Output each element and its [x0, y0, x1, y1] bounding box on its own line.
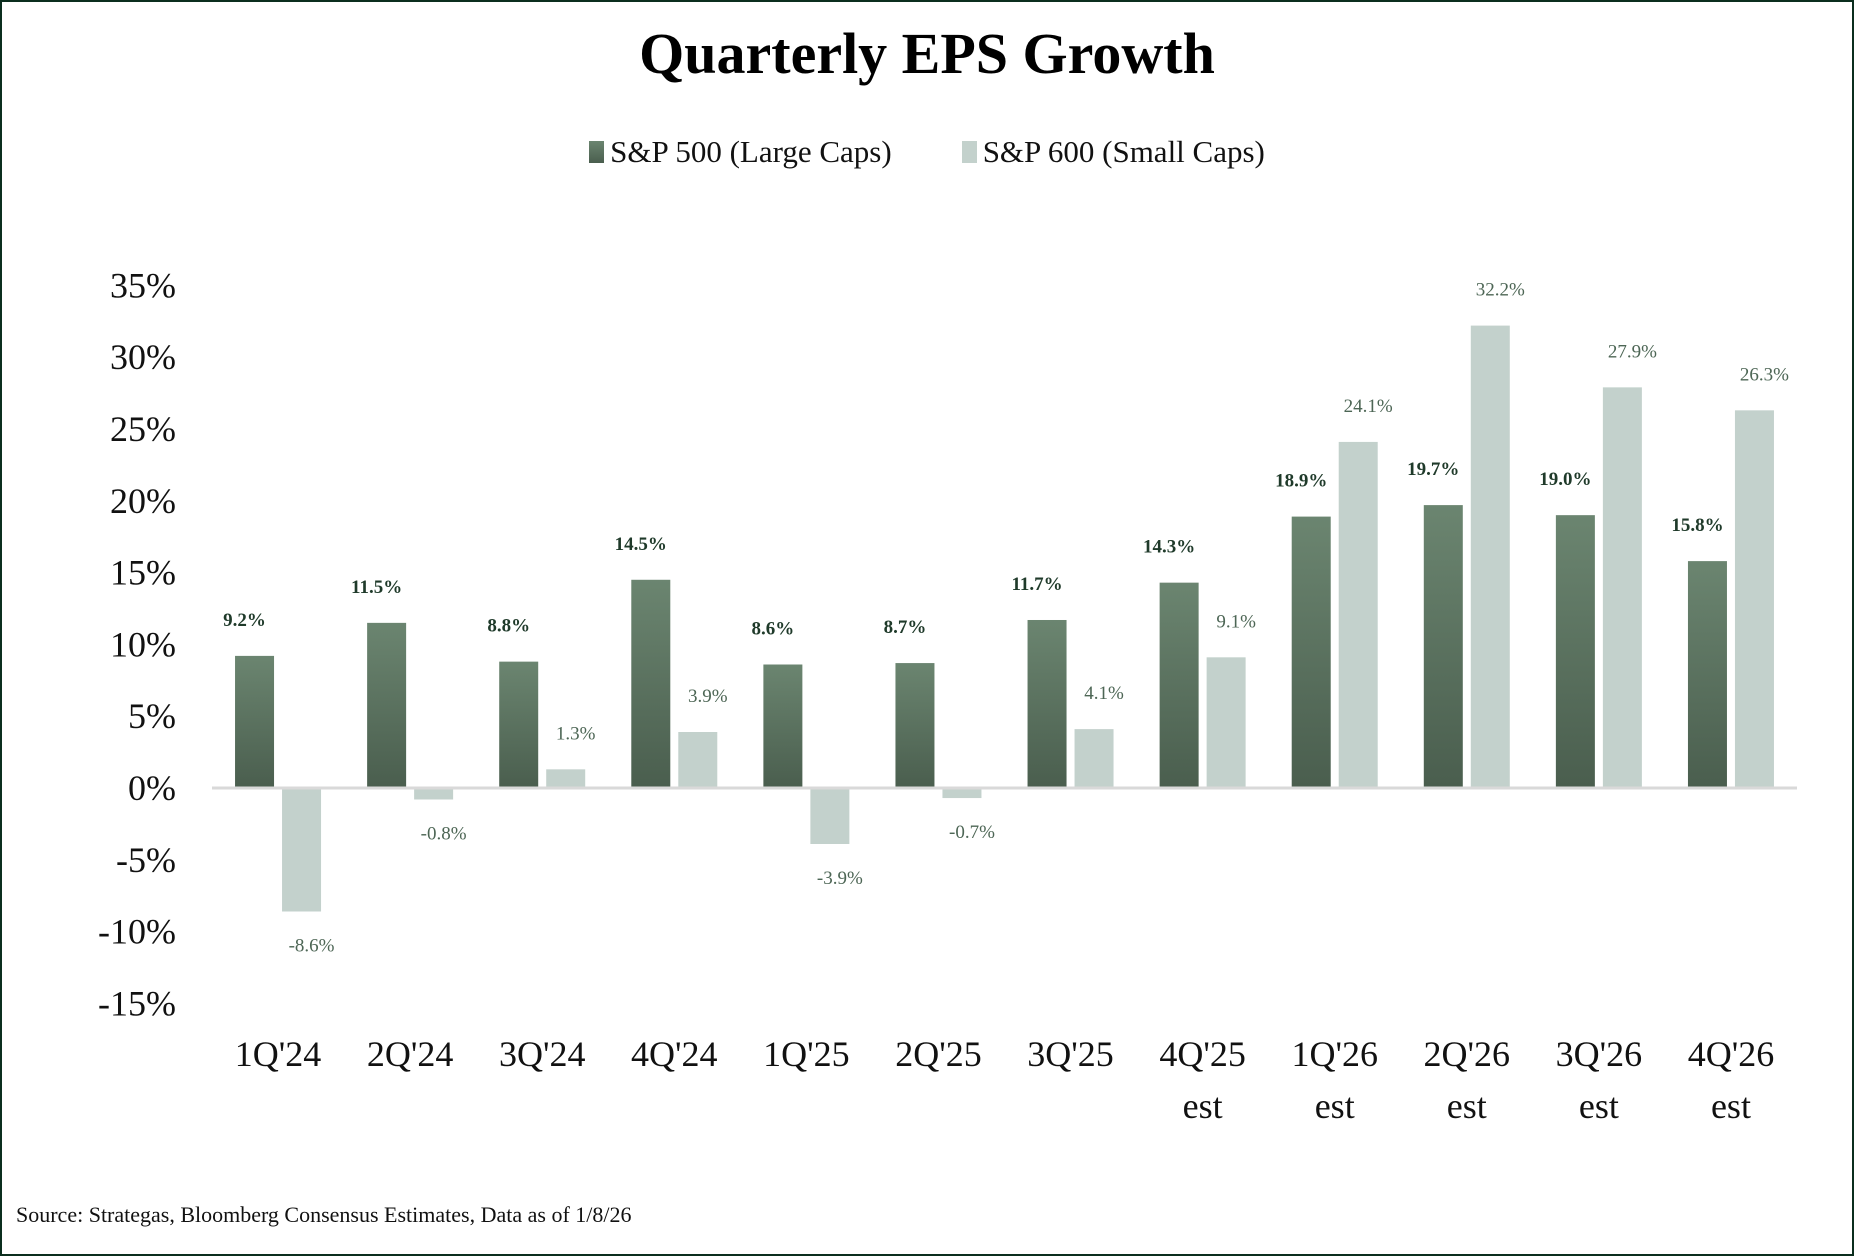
data-label-sp600: -0.8% — [421, 823, 467, 844]
y-tick-label: 30% — [110, 337, 176, 377]
data-label-sp500: 18.9% — [1275, 471, 1327, 492]
data-label-sp600: 3.9% — [688, 686, 728, 707]
x-tick-label: 4Q'26 — [1688, 1034, 1774, 1074]
data-label-sp500: 9.2% — [223, 610, 266, 631]
legend-item-sp600: S&P 600 (Small Caps) — [961, 134, 1265, 170]
bar-sp500 — [895, 663, 935, 788]
data-label-sp600: -3.9% — [817, 868, 863, 889]
bar-sp500 — [367, 622, 407, 788]
bar-sp600 — [942, 788, 982, 799]
bar-sp500 — [1159, 582, 1199, 788]
x-tick-label: est — [1183, 1086, 1223, 1126]
data-label-sp500: 15.8% — [1671, 515, 1723, 536]
x-tick-label: 3Q'26 — [1556, 1034, 1642, 1074]
y-tick-label: 0% — [128, 768, 176, 808]
data-label-sp600: 1.3% — [556, 723, 596, 744]
data-label-sp500: 8.8% — [487, 616, 530, 637]
bar-sp500 — [499, 661, 539, 788]
bar-sp600 — [1338, 441, 1378, 788]
data-label-sp600: 9.1% — [1216, 611, 1256, 632]
bar-sp600 — [810, 788, 850, 845]
x-tick-label: est — [1315, 1086, 1355, 1126]
bar-sp600 — [678, 731, 718, 788]
data-label-sp500: 14.5% — [615, 534, 667, 555]
x-tick-label: 4Q'25 — [1159, 1034, 1245, 1074]
y-tick-label: -10% — [98, 912, 176, 952]
bar-sp600 — [1470, 325, 1510, 788]
data-label-sp500: 8.7% — [884, 617, 927, 638]
data-label-sp600: 27.9% — [1608, 341, 1657, 362]
x-tick-label: 2Q'25 — [895, 1034, 981, 1074]
x-tick-label: 3Q'24 — [499, 1034, 585, 1074]
y-tick-label: 5% — [128, 696, 176, 736]
legend-item-sp500: S&P 500 (Large Caps) — [589, 134, 892, 170]
data-label-sp600: 4.1% — [1084, 683, 1124, 704]
data-label-sp500: 19.7% — [1407, 459, 1459, 480]
y-tick-label: -5% — [116, 840, 176, 880]
legend-swatch-sp600 — [961, 141, 977, 163]
bar-sp600 — [414, 788, 454, 800]
legend: S&P 500 (Large Caps) S&P 600 (Small Caps… — [2, 134, 1852, 170]
y-tick-label: 15% — [110, 553, 176, 593]
bar-sp600 — [1734, 410, 1774, 788]
y-tick-label: 35% — [110, 265, 176, 305]
bar-sp600 — [1602, 387, 1642, 788]
chart-title: Quarterly EPS Growth — [639, 21, 1215, 86]
x-tick-label: 4Q'24 — [631, 1034, 717, 1074]
bar-sp500 — [1687, 561, 1727, 788]
bar-sp500 — [763, 664, 803, 788]
legend-swatch-sp500 — [589, 141, 605, 163]
data-label-sp500: 11.7% — [1011, 574, 1062, 595]
data-label-sp600: 32.2% — [1476, 280, 1525, 301]
x-tick-label: est — [1447, 1086, 1487, 1126]
bar-sp500 — [235, 655, 275, 788]
data-label-sp500: 19.0% — [1539, 469, 1591, 490]
x-tick-label: est — [1579, 1086, 1619, 1126]
data-label-sp600: -8.6% — [289, 935, 335, 956]
bar-sp600 — [282, 788, 322, 912]
y-tick-label: -15% — [98, 983, 176, 1023]
y-tick-label: 25% — [110, 409, 176, 449]
x-tick-label: 1Q'24 — [235, 1034, 321, 1074]
legend-label-sp500: S&P 500 (Large Caps) — [610, 134, 892, 169]
x-tick-label: 2Q'26 — [1424, 1034, 1510, 1074]
bar-sp600 — [1074, 729, 1114, 788]
data-label-sp500: 11.5% — [351, 577, 402, 598]
data-label-sp600: -0.7% — [949, 822, 995, 843]
bar-sp600 — [1206, 657, 1246, 788]
y-tick-label: 20% — [110, 481, 176, 521]
bar-sp500 — [1555, 515, 1595, 788]
x-tick-label: est — [1711, 1086, 1751, 1126]
data-label-sp500: 14.3% — [1143, 537, 1195, 558]
x-tick-label: 2Q'24 — [367, 1034, 453, 1074]
bar-sp500 — [1027, 619, 1067, 788]
data-label-sp600: 26.3% — [1740, 364, 1789, 385]
bar-sp500 — [1423, 505, 1463, 788]
x-tick-label: 1Q'25 — [763, 1034, 849, 1074]
x-tick-label: 1Q'26 — [1291, 1034, 1377, 1074]
y-tick-label: 10% — [110, 624, 176, 664]
bar-sp500 — [631, 579, 671, 788]
data-label-sp500: 8.6% — [752, 619, 795, 640]
bar-sp500 — [1291, 516, 1331, 788]
data-label-sp600: 24.1% — [1344, 396, 1393, 417]
legend-label-sp600: S&P 600 (Small Caps) — [982, 134, 1265, 169]
source-note: Source: Strategas, Bloomberg Consensus E… — [16, 1202, 632, 1227]
bar-sp600 — [546, 769, 586, 788]
x-tick-label: 3Q'25 — [1027, 1034, 1113, 1074]
